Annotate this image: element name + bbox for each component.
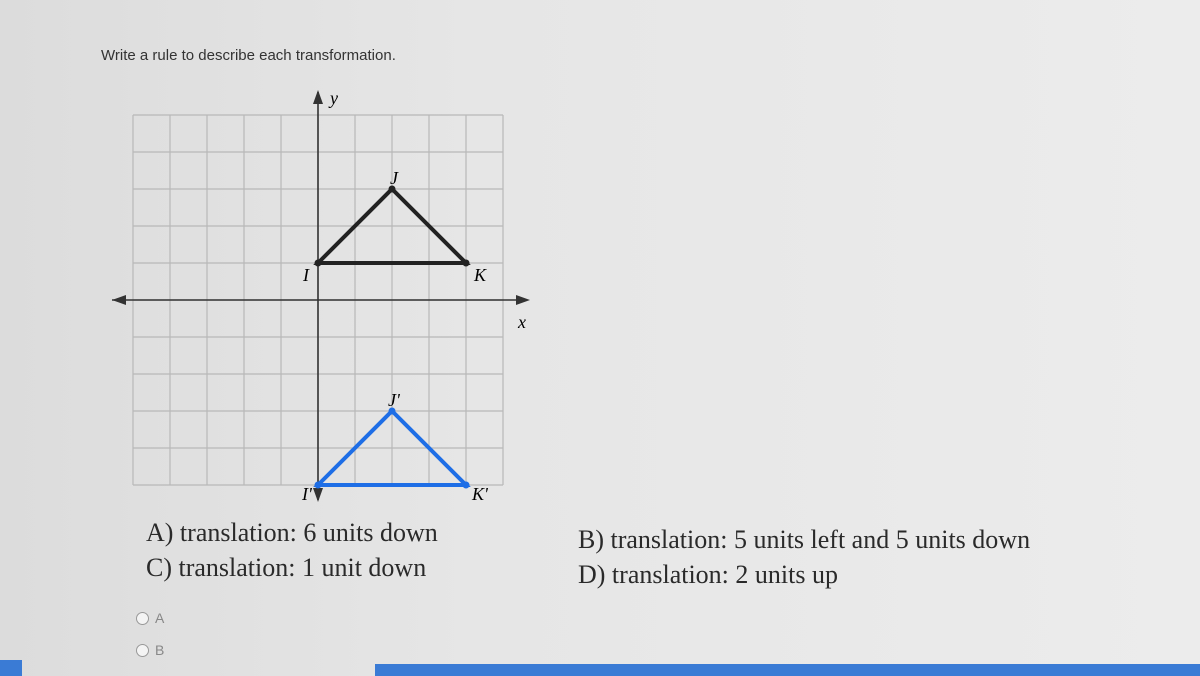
point-label: K' xyxy=(471,484,489,504)
point-label: I xyxy=(302,265,310,285)
point-label: I' xyxy=(301,484,313,504)
choice: A) translation: 6 units down xyxy=(146,518,438,547)
option-label: A xyxy=(155,610,165,626)
y-label: y xyxy=(328,88,338,108)
point-label: J' xyxy=(388,390,401,410)
point-label: K xyxy=(473,265,487,285)
choice: D) translation: 2 units up xyxy=(578,560,838,589)
choice: C) translation: 1 unit down xyxy=(146,553,427,582)
question: Write a rule to describe each transforma… xyxy=(101,47,396,64)
option-label: B xyxy=(155,642,165,658)
option[interactable]: A xyxy=(136,610,164,626)
radio[interactable] xyxy=(136,643,149,657)
triangle-image xyxy=(313,408,471,487)
triangle-ijk xyxy=(313,186,471,265)
choice: B) translation: 5 units left and 5 units… xyxy=(578,525,1031,554)
radio[interactable] xyxy=(136,611,149,625)
point-label: J xyxy=(390,168,399,188)
option[interactable]: B xyxy=(136,642,164,658)
x-label: x xyxy=(517,312,526,332)
